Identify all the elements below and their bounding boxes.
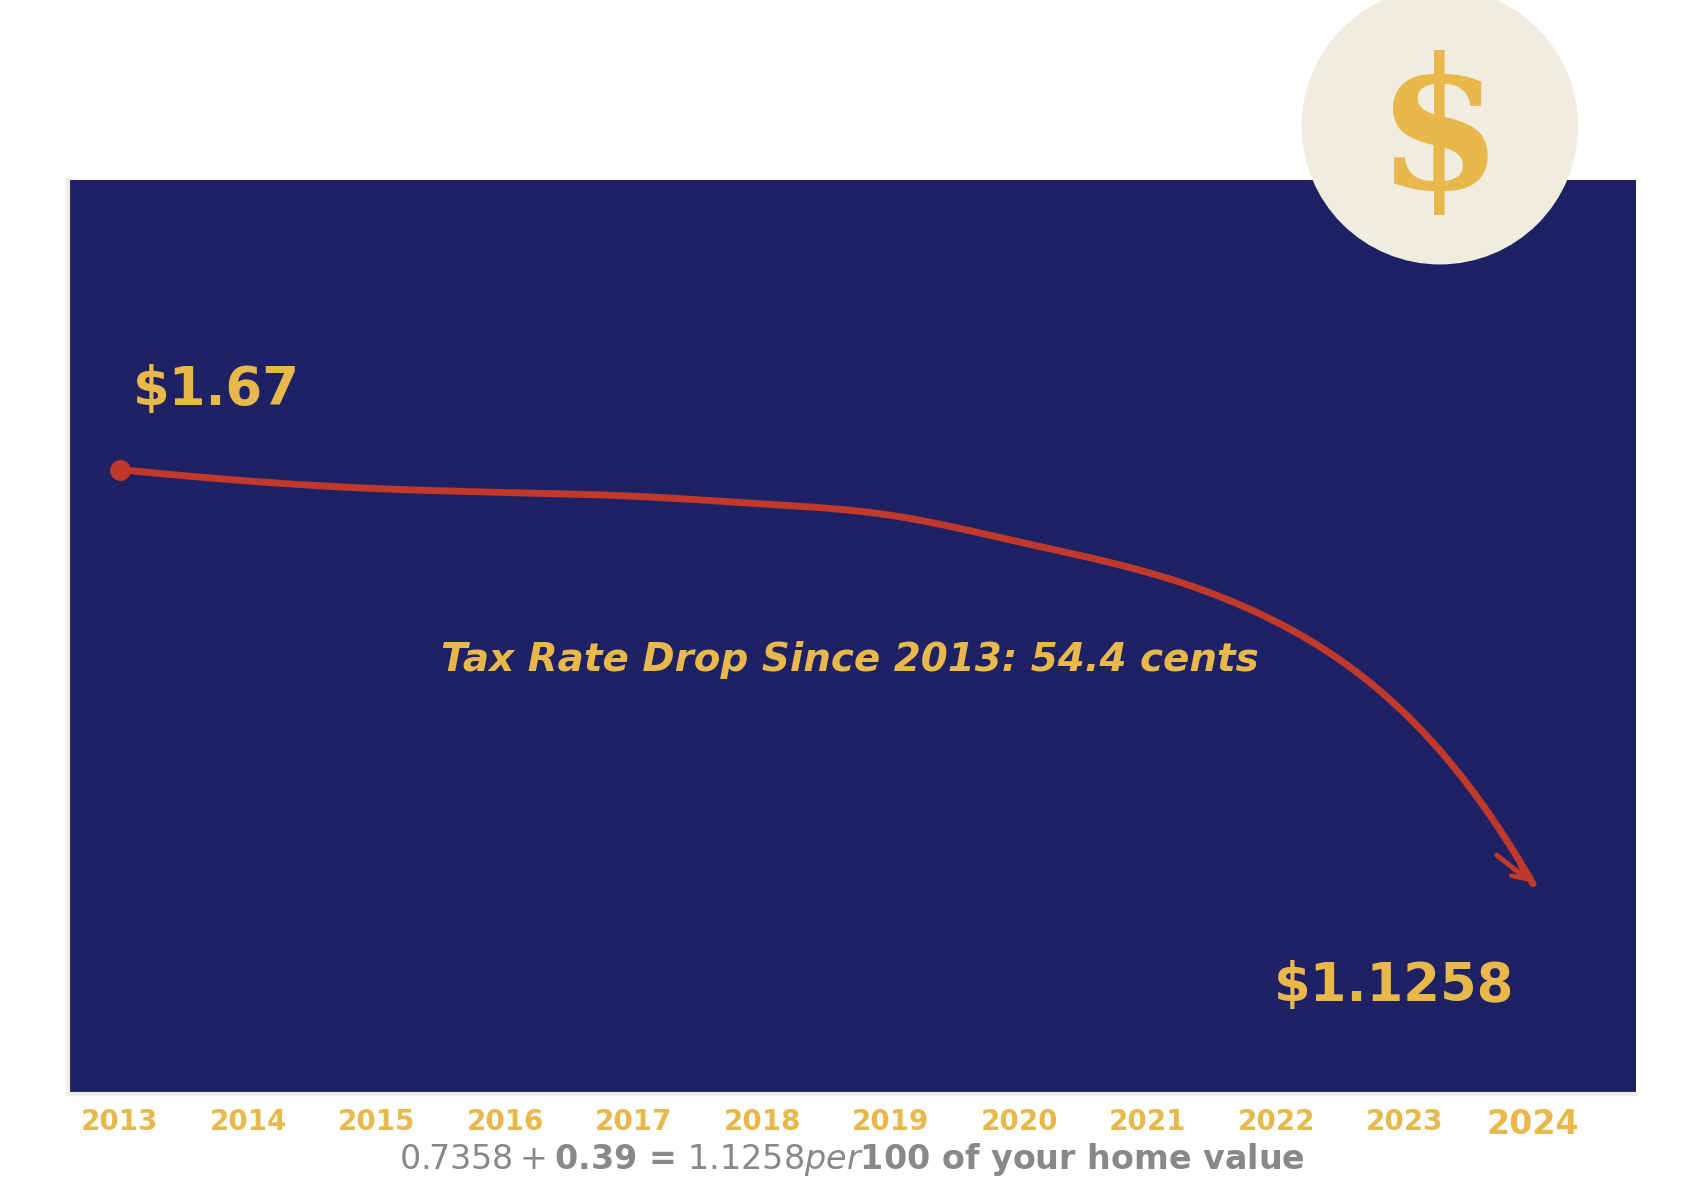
Text: Tax Rate Drop Since 2013: 54.4 cents: Tax Rate Drop Since 2013: 54.4 cents xyxy=(441,641,1259,679)
Text: $: $ xyxy=(1377,50,1503,226)
Text: $0.7358 + $0.39 = $1.1258 per $100 of your home value: $0.7358 + $0.39 = $1.1258 per $100 of yo… xyxy=(399,1142,1305,1178)
Text: $1.1258: $1.1258 xyxy=(1273,960,1513,1012)
Text: $1.67: $1.67 xyxy=(133,364,300,416)
